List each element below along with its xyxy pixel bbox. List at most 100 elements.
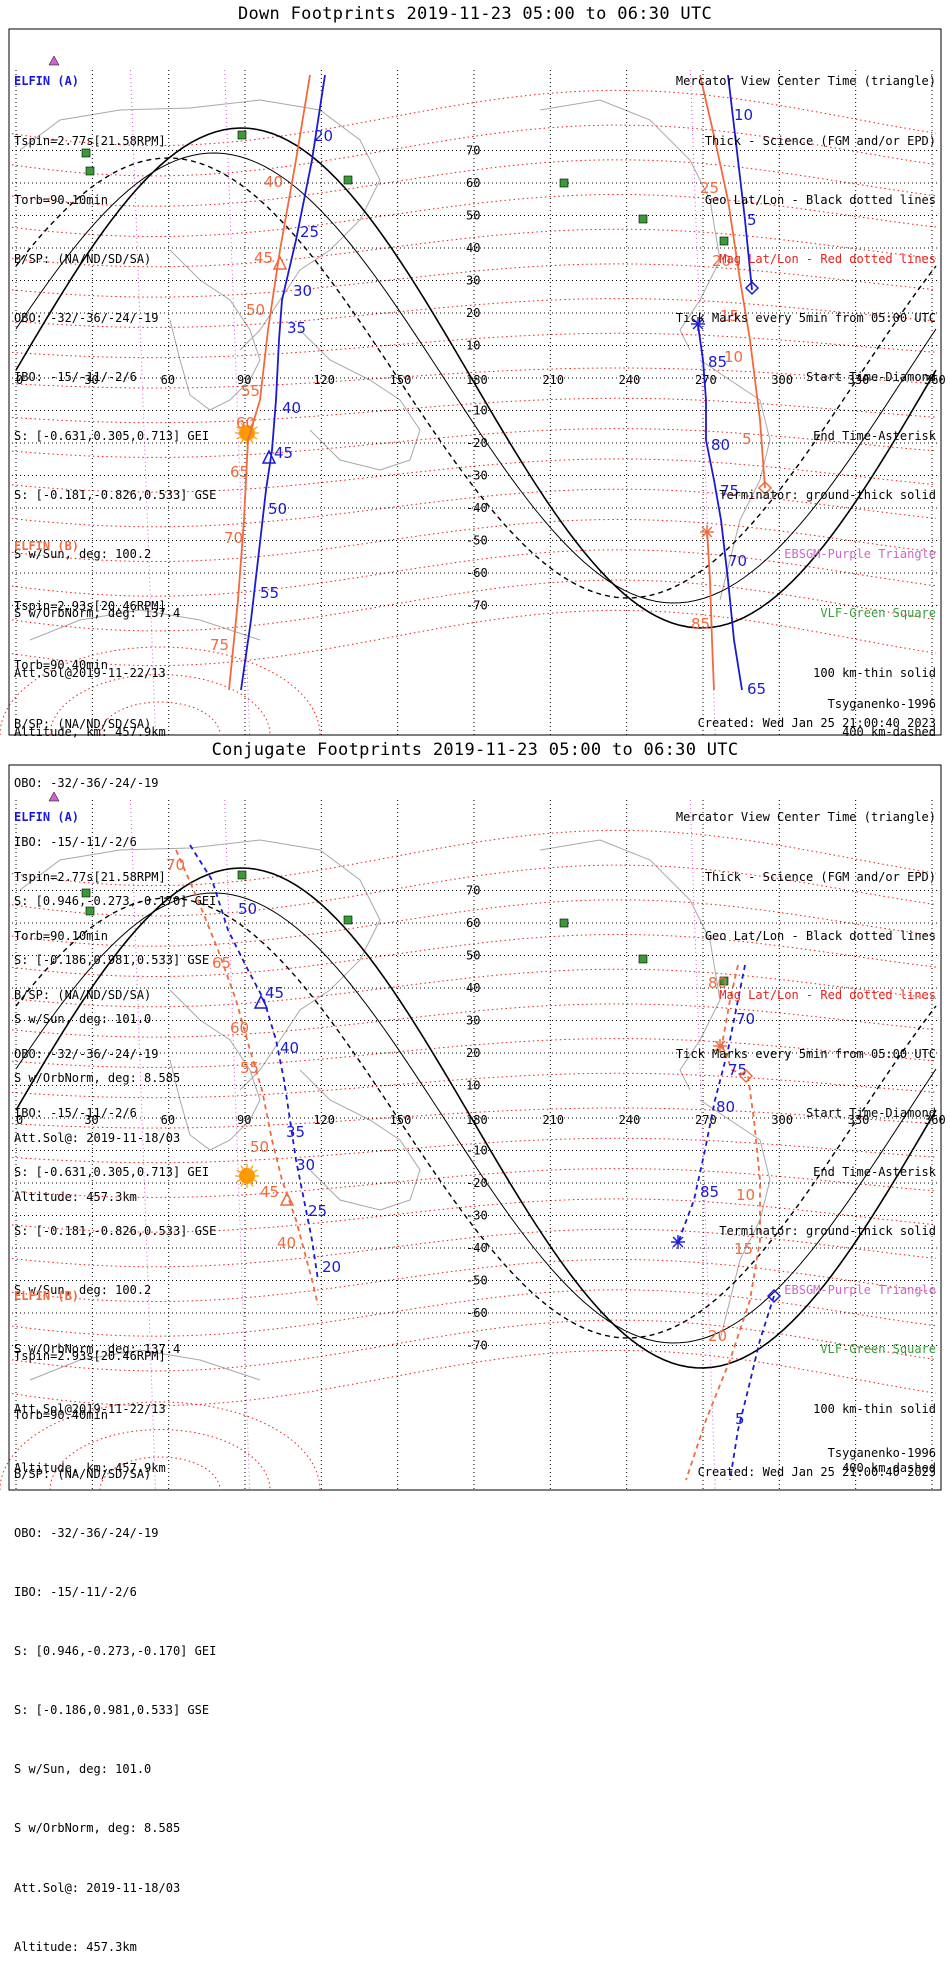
sun-ray (253, 1169, 258, 1173)
coastline (29, 609, 261, 641)
elfin-b-tick-label: 10 (724, 348, 743, 366)
elfin-b-s-gse: S: [-0.186,0.981,0.533] GSE (14, 1703, 210, 1718)
lon-tick-label: 210 (542, 373, 564, 387)
legend-item: 100 km-thin solid (813, 1401, 936, 1416)
terminator-400km (15, 157, 937, 599)
elfin-b-torb: Torb=90.40min (14, 1407, 108, 1422)
legend-item: Terminator: ground-thick solid (719, 488, 936, 503)
mag-lat-line (11, 934, 937, 977)
mag-lat-line (11, 549, 937, 597)
legend-item: Geo Lat/Lon - Black dotted lines (704, 192, 936, 207)
sun-ray (253, 426, 258, 430)
elfin-a-tick-label: 10 (734, 106, 753, 124)
lat-tick-label: 50 (466, 949, 480, 963)
vlf-station-square (559, 178, 569, 188)
sun-ray (240, 439, 244, 444)
lat-tick-label: -10 (466, 1144, 488, 1158)
elfin-a-tick-label: 25 (300, 223, 319, 241)
vlf-station-square (237, 870, 247, 880)
sun-ray (236, 1179, 241, 1183)
elfin-a-obo: OBO: -32/-36/-24/-19 (14, 1046, 159, 1061)
coastline (539, 839, 721, 1091)
mag-lat-line (11, 1168, 937, 1198)
elfin-b-obo: OBO: -32/-36/-24/-19 (14, 775, 159, 790)
terminator-100km (15, 892, 937, 1344)
elfin-b-obo: OBO: -32/-36/-24/-19 (14, 1525, 159, 1540)
mag-lat-line (11, 332, 937, 359)
mag-lat-line (11, 428, 937, 458)
lat-tick-label: 50 (466, 209, 480, 223)
legend-item: Start Time-Diamond (805, 1105, 936, 1120)
elfin-a-tick-label: 35 (287, 319, 306, 337)
mag-lat-line (11, 899, 937, 947)
legend-item: EBSGM-Purple Triangle (784, 1283, 936, 1298)
end-time-asterisk (692, 318, 704, 330)
created-label-down: Created: Wed Jan 25 21:00:40 2023 (697, 716, 936, 730)
mag-lat-line (11, 1038, 937, 1068)
elfin-a-altitude: Altitude, km: 457.9km (14, 1460, 166, 1475)
panel-title-conjugate: Conjugate Footprints 2019-11-23 05:00 to… (211, 740, 739, 760)
elfin-a-tick-label: 35 (286, 1123, 305, 1141)
elfin-b-attsol: Att.Sol@: 2019-11-18/03 (14, 1130, 181, 1145)
elfin-a-ibo: IBO: -15/-11/-2/6 (14, 369, 137, 384)
sun-ray (250, 1165, 254, 1170)
elfin-a-tick-label: 30 (293, 282, 312, 300)
elfin-a-track-right (727, 74, 753, 291)
elfin-b-tick-label: 65 (212, 954, 231, 972)
elfin-a-tick-label: 80 (711, 436, 730, 454)
elfin-b-tick-label: 15 (734, 1240, 753, 1258)
legend-item: Tick Marks every 5min from 05:00 UTC (675, 310, 936, 325)
elfin-b-tick-label: 70 (224, 529, 243, 547)
map-frame (8, 28, 942, 736)
model-label-down: Tsyganenko-1996 (827, 697, 936, 711)
legend-item: Mercator View Center Time (triangle) (675, 74, 936, 89)
elfin-a-tick-label: 45 (265, 984, 284, 1002)
mag-lat-line (11, 298, 937, 328)
center-time-triangle (279, 1191, 295, 1206)
lat-tick-label: 70 (466, 884, 480, 898)
lon-tick-label: 360 (924, 373, 946, 387)
elfin-a-info-down: ELFIN (A) Tspin=2.77s[21.58RPM] Torb=90.… (14, 33, 216, 762)
lon-tick-label: 240 (619, 1113, 641, 1127)
legend-item: Tick Marks every 5min from 05:00 UTC (675, 1046, 936, 1061)
elfin-a-tick-label: 75 (720, 482, 739, 500)
elfin-a-tick-label: 70 (728, 552, 747, 570)
vlf-station-square (719, 976, 729, 986)
elfin-a-attsol: Att.Sol@2019-11-22/13 (14, 1401, 166, 1416)
lon-tick-label: 330 (848, 1113, 870, 1127)
elfin-a-tick-label: 50 (238, 900, 257, 918)
coastline (169, 249, 261, 411)
elfin-b-tick-label: 45 (260, 1183, 279, 1201)
sun-ray (253, 436, 258, 440)
elfin-b-tick-label: 70 (166, 856, 185, 874)
legend-item: Start Time-Diamond (805, 369, 936, 384)
elfin-a-tick-label: 85 (700, 1183, 719, 1201)
coastline (699, 1099, 771, 1341)
elfin-b-bsp: B/SP: (NA/ND/SD/SA) (14, 716, 152, 731)
lon-tick-label: 120 (313, 1113, 335, 1127)
elfin-a-s-orbnorm: S w/OrbNorm, deg: 137.4 (14, 606, 181, 621)
coastline (299, 329, 421, 471)
elfin-b-tick-label: 45 (254, 249, 273, 267)
start-time-diamond (757, 480, 773, 496)
elfin-b-ibo: IBO: -15/-11/-2/6 (14, 834, 137, 849)
vlf-station-square (638, 954, 648, 964)
elfin-a-tick-label: 70 (736, 1010, 755, 1028)
elfin-a-tick-label: 80 (716, 1098, 735, 1116)
elfin-a-bsp: B/SP: (NA/ND/SD/SA) (14, 987, 152, 1002)
lat-tick-label: -50 (466, 534, 488, 548)
mag-lat-line (11, 228, 937, 268)
sun-ray (236, 1169, 241, 1173)
legend-item: 400 km-dashed (842, 724, 936, 739)
elfin-a-altitude: Altitude, km: 457.9km (14, 724, 166, 739)
elfin-a-tick-label: 5 (735, 1410, 745, 1428)
lat-tick-label: -20 (466, 1176, 488, 1190)
mag-lat-line (11, 1003, 937, 1038)
coastline (699, 359, 771, 601)
elfin-b-header: ELFIN (B) (14, 1289, 80, 1304)
elfin-b-bsp: B/SP: (NA/ND/SD/SA) (14, 1466, 152, 1481)
legend-item: Mercator View Center Time (triangle) (675, 810, 936, 825)
legend-item: Mag Lat/Lon - Red dotted lines (719, 987, 936, 1002)
lat-tick-label: 30 (466, 274, 480, 288)
legend-item: EBSGM-Purple Triangle (784, 547, 936, 562)
